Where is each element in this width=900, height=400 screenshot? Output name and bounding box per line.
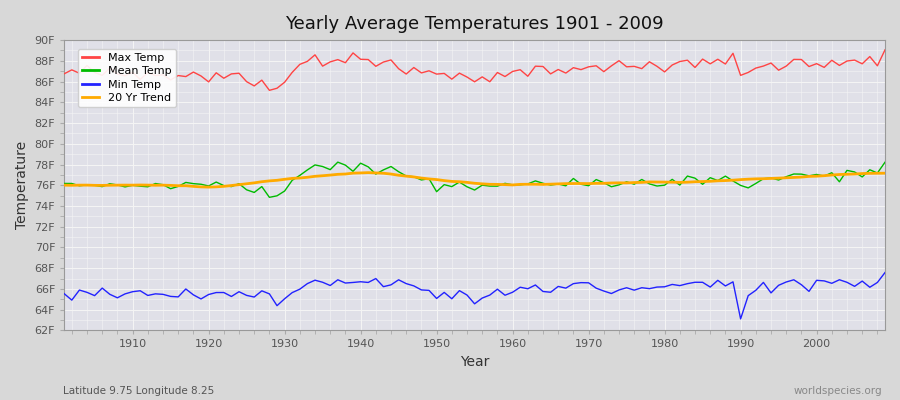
X-axis label: Year: Year: [460, 355, 490, 369]
Text: Latitude 9.75 Longitude 8.25: Latitude 9.75 Longitude 8.25: [63, 386, 214, 396]
Y-axis label: Temperature: Temperature: [15, 141, 29, 229]
Text: worldspecies.org: worldspecies.org: [794, 386, 882, 396]
Legend: Max Temp, Mean Temp, Min Temp, 20 Yr Trend: Max Temp, Mean Temp, Min Temp, 20 Yr Tre…: [78, 48, 176, 108]
Title: Yearly Average Temperatures 1901 - 2009: Yearly Average Temperatures 1901 - 2009: [285, 15, 664, 33]
